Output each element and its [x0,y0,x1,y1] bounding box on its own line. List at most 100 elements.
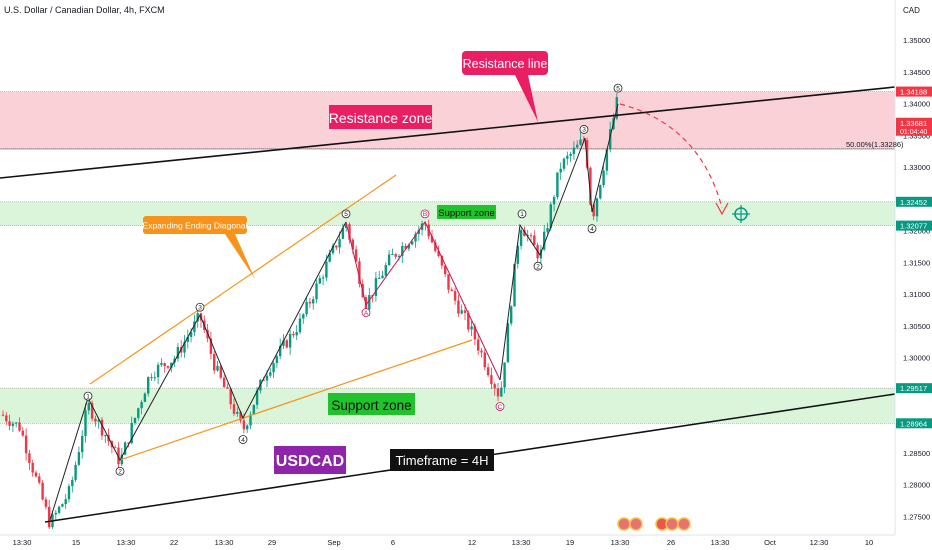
candle-body [239,411,242,421]
support-zone-lower [0,388,895,424]
diagonal-lower-line[interactable] [119,339,473,461]
candle-body [351,239,354,250]
candle-body [374,278,378,296]
candle-body [483,352,486,368]
candle-body [447,274,450,290]
symbol-badge[interactable]: USDCAD [274,446,346,474]
candle-body [467,312,470,330]
candle-body [599,185,602,199]
time-tick-label: Sep [327,538,340,547]
resistance-trendline[interactable] [0,86,896,179]
price-tag [896,383,932,394]
candle-body [354,249,358,262]
us-flag-icon[interactable] [665,517,679,531]
second-impulse-path [499,103,619,381]
impulse-wave-path [49,221,347,521]
symbol-badge-label: USDCAD [276,453,344,470]
wave-label-circle [195,302,205,312]
candle-body [100,419,104,436]
candle-body [457,300,460,314]
price-tag [896,418,932,429]
candle-body [391,254,394,256]
candle-body [11,423,15,426]
candle-body [127,442,130,444]
us-flag-icon[interactable] [677,517,691,531]
candle-body [130,422,133,444]
candle-body [246,425,249,430]
candle-body [15,422,18,424]
candle-body [414,233,417,242]
resistance-line-callout[interactable]: Resistance line [462,51,548,122]
candle-body [87,403,90,411]
candle-body [97,419,100,422]
time-tick-label: 13:30 [13,538,32,547]
price-tick-label: 1.30000 [903,354,930,363]
us-flag-icon[interactable] [617,517,631,531]
candle-body [490,375,493,385]
candle-body [123,442,127,455]
wave-label-circle [495,402,505,411]
price-tick-label: 1.34000 [903,100,930,109]
price-tag-countdown: 01:04:40 [900,129,927,136]
us-flag-icon[interactable] [629,517,643,531]
candle-body [28,453,31,463]
time-axis[interactable]: 13:30 15 13:30 22 13:30 29 Sep 6 12 13:30 19 13:30 2… [13,538,874,547]
candle-body [318,278,321,284]
candle-body [345,224,348,229]
candle-body [523,230,526,237]
candle-body [450,289,453,292]
price-tag-label: 1.34188 [900,88,927,97]
candle-body [186,336,189,342]
candle-body [533,235,536,246]
wave-labels: 1 2 3 4 5 A B C 1 2 3 4 5 [83,83,623,476]
candle-body [156,364,160,378]
time-tick-label: 13:30 [611,538,630,547]
candle-body [510,306,513,324]
candle-body [193,321,196,333]
candle-body [41,482,44,500]
currency-label: CAD [903,6,920,15]
resistance-zone-badge[interactable]: Resistance zone [329,105,433,129]
candle-body [213,353,216,371]
support-zone-small-badge[interactable]: Support zone [437,205,496,219]
wave-label: 2 [536,263,540,270]
candle-body [54,512,57,515]
candle-body [236,411,239,414]
fib-level-label: 50.00%(1.33286) [846,140,904,149]
candle-body [252,404,255,415]
candle-body [595,198,599,217]
candle-body [272,363,275,373]
candle-body [104,435,107,437]
symbol-title: U.S. Dollar / Canadian Dollar, 4h, FXCM [4,5,165,15]
support-zone-big-badge[interactable]: Support zone [328,393,415,415]
candle-body [381,275,384,279]
candle-body [67,486,71,500]
time-tick-label: 13:30 [117,538,136,547]
candle-body [147,376,150,394]
time-tick-label: 15 [72,538,80,547]
price-tick-label: 1.30500 [903,322,930,331]
wave-label: 3 [198,305,202,312]
time-tick-label: 29 [268,538,276,547]
target-icon[interactable] [732,205,750,223]
wave-label: 4 [241,437,245,444]
event-icons[interactable] [617,517,691,531]
wave-label-circle [533,261,543,271]
candle-body [529,235,533,237]
candle-body [569,154,572,156]
wave-label: 1 [520,211,524,218]
candle-body [516,245,519,264]
price-tick-label: 1.31500 [903,258,930,267]
candle-body [77,452,81,465]
candle-body [176,347,180,359]
candle-body [34,472,38,477]
candle-body [255,390,259,405]
wave-label: A [364,310,369,317]
timeframe-badge[interactable]: Timeframe = 4H [390,449,494,471]
candle-body [444,265,447,275]
pattern-callout[interactable]: Expanding Ending Diagonal [143,216,255,279]
price-tag-label: 1.28964 [900,419,927,428]
candle-body [430,236,434,243]
